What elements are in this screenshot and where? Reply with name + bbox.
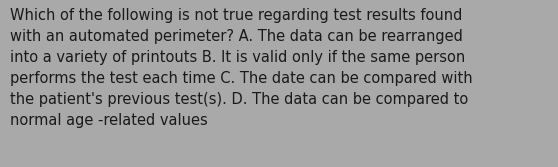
Text: Which of the following is not true regarding test results found
with an automate: Which of the following is not true regar… xyxy=(10,8,473,128)
